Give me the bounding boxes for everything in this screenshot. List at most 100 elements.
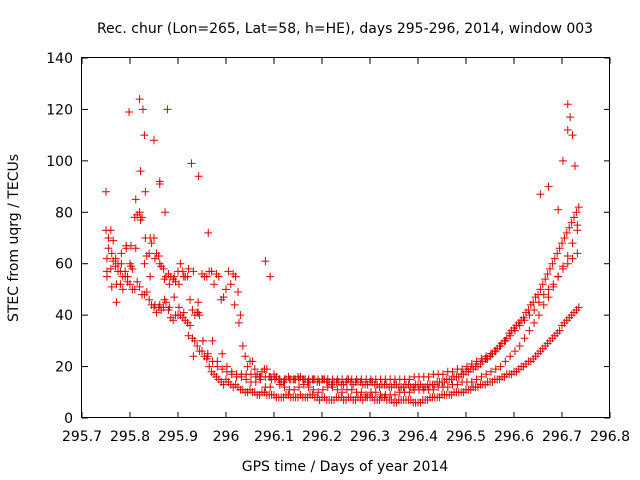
data-points xyxy=(102,95,583,407)
data-point xyxy=(567,218,576,227)
data-point xyxy=(554,205,563,214)
data-point xyxy=(248,357,257,366)
data-point xyxy=(558,239,566,248)
data-point xyxy=(226,280,235,289)
x-tick-label: 296.5 xyxy=(446,429,486,445)
x-tick-label: 295.7 xyxy=(62,429,102,445)
data-point xyxy=(539,290,548,299)
data-point xyxy=(135,208,144,217)
data-point xyxy=(294,383,303,392)
x-tick-label: 296.7 xyxy=(542,429,582,445)
data-point xyxy=(443,383,452,392)
data-point xyxy=(131,244,140,253)
data-point xyxy=(169,316,178,325)
data-point xyxy=(328,383,337,392)
x-tick-label: 296.3 xyxy=(350,429,390,445)
data-point xyxy=(501,357,510,366)
data-point xyxy=(544,293,553,302)
data-point xyxy=(146,272,155,281)
data-point xyxy=(510,326,519,335)
data-point xyxy=(467,360,476,368)
data-point xyxy=(525,311,534,320)
data-point xyxy=(188,306,197,314)
data-point xyxy=(318,385,327,394)
data-point xyxy=(202,272,211,281)
data-point xyxy=(205,362,214,371)
data-point xyxy=(159,264,168,273)
data-point xyxy=(280,383,289,392)
data-point xyxy=(135,282,144,291)
data-point xyxy=(142,288,151,296)
data-point xyxy=(141,187,150,196)
data-point xyxy=(510,347,519,356)
data-point xyxy=(160,295,169,304)
data-point xyxy=(208,336,217,345)
data-point xyxy=(203,349,212,358)
y-tick-label: 60 xyxy=(55,257,73,273)
plot-frame xyxy=(81,57,610,418)
data-point xyxy=(152,308,161,317)
data-point xyxy=(208,357,217,366)
data-point xyxy=(104,234,113,242)
data-point xyxy=(536,285,545,294)
data-point xyxy=(538,280,547,289)
data-point xyxy=(145,249,154,258)
data-point xyxy=(472,357,481,366)
data-point xyxy=(189,267,198,276)
data-point xyxy=(491,347,500,356)
data-point xyxy=(155,259,164,268)
data-point xyxy=(544,285,553,294)
data-point xyxy=(193,342,202,350)
data-point xyxy=(230,300,239,309)
x-tick-label: 296.8 xyxy=(590,429,630,445)
data-point xyxy=(246,370,255,379)
data-point xyxy=(572,208,581,217)
data-point xyxy=(371,388,380,397)
data-point xyxy=(563,126,572,134)
data-point xyxy=(118,285,127,294)
data-point xyxy=(555,244,564,253)
data-point xyxy=(130,285,139,294)
data-point xyxy=(131,195,140,204)
data-point xyxy=(568,254,577,263)
data-point xyxy=(520,334,529,343)
data-point xyxy=(486,367,495,376)
data-point xyxy=(554,272,563,281)
data-point xyxy=(125,108,134,116)
data-point xyxy=(236,311,245,320)
data-point xyxy=(482,354,491,363)
x-tick-label: 296.6 xyxy=(494,429,534,445)
data-point xyxy=(204,228,213,237)
data-point xyxy=(506,331,515,340)
data-point xyxy=(146,234,155,242)
data-point xyxy=(573,249,582,258)
data-point xyxy=(117,249,126,258)
data-point xyxy=(390,390,399,399)
data-point xyxy=(133,277,142,286)
x-tick-label: 295.9 xyxy=(158,429,198,445)
data-point xyxy=(472,375,481,384)
data-point xyxy=(536,190,545,199)
data-point xyxy=(558,156,567,165)
data-point xyxy=(218,365,227,374)
data-point xyxy=(347,385,356,394)
data-point xyxy=(568,131,577,140)
data-point xyxy=(262,365,271,374)
data-point xyxy=(309,385,318,394)
data-point xyxy=(515,321,524,330)
data-point xyxy=(568,239,577,248)
data-point xyxy=(207,267,216,276)
data-point xyxy=(544,182,553,191)
data-point xyxy=(570,213,578,222)
data-point xyxy=(126,241,135,250)
data-point xyxy=(190,336,199,345)
data-point xyxy=(558,264,567,273)
y-tick-label: 80 xyxy=(55,205,73,221)
data-point xyxy=(496,362,505,371)
data-point xyxy=(405,375,414,384)
data-point xyxy=(198,347,206,356)
data-point xyxy=(548,259,557,268)
data-point xyxy=(563,259,572,268)
y-tick-label: 0 xyxy=(64,411,73,427)
